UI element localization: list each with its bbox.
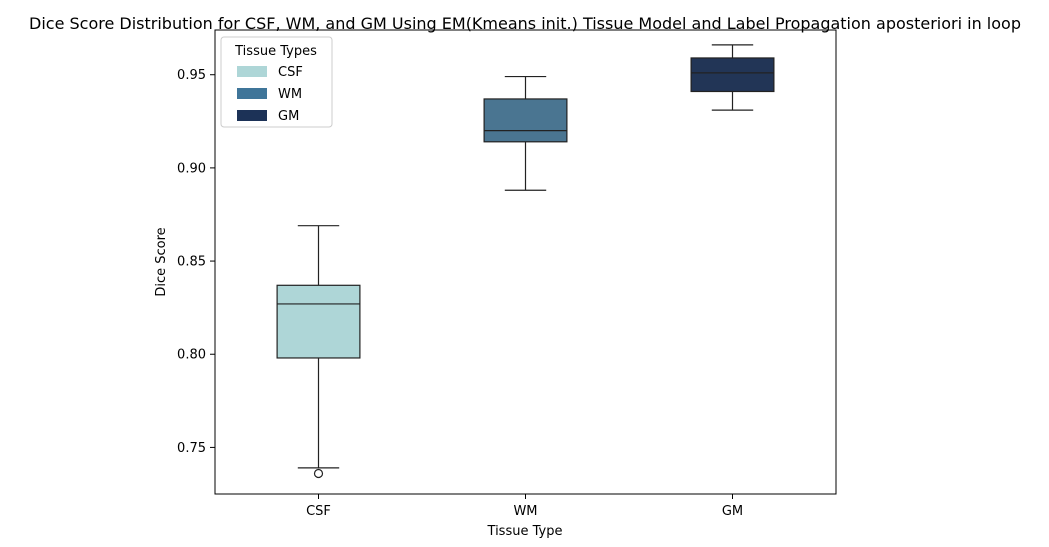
box-gm [690, 44, 775, 111]
box-group [276, 44, 775, 479]
y-axis-label: Dice Score [154, 227, 169, 296]
chart-title: Dice Score Distribution for CSF, WM, and… [29, 14, 1021, 33]
box-iqr [276, 284, 361, 359]
plot-area [214, 29, 837, 495]
x-axis: CSF WM GM [306, 494, 743, 519]
x-tick-label: GM [722, 504, 743, 519]
legend-swatch-gm [237, 110, 267, 121]
legend: Tissue Types CSF WM GM [220, 36, 333, 128]
x-axis-label: Tissue Type [487, 524, 563, 539]
legend-label-csf: CSF [278, 65, 303, 80]
box-iqr [483, 98, 568, 143]
box-wm [483, 75, 568, 191]
legend-frame [220, 36, 333, 128]
x-tick-label: WM [513, 504, 537, 519]
y-tick-label: 0.90 [177, 161, 206, 176]
y-tick-label: 0.75 [177, 441, 206, 456]
legend-swatch-wm [237, 88, 267, 99]
legend-swatch-csf [237, 66, 267, 77]
legend-entries: CSF WM GM [237, 65, 303, 124]
x-tick-label: CSF [306, 504, 331, 519]
box-iqr [690, 57, 775, 93]
legend-title: Tissue Types [234, 44, 317, 59]
y-axis: 0.75 0.80 0.85 0.90 0.95 [177, 68, 215, 456]
legend-label-wm: WM [278, 87, 302, 102]
y-tick-label: 0.80 [177, 348, 206, 363]
y-tick-label: 0.95 [177, 68, 206, 83]
legend-label-gm: GM [278, 109, 299, 124]
y-tick-label: 0.85 [177, 255, 206, 270]
outlier-point [313, 468, 324, 479]
box-csf [276, 225, 361, 479]
